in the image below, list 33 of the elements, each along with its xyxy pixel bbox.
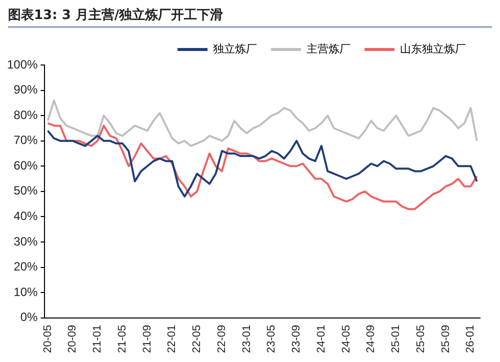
x-tick-label: 24-01: [315, 324, 328, 354]
x-tick-label: 21-09: [141, 324, 154, 354]
x-tick-label: 22-01: [166, 324, 178, 354]
x-tick-label: 25-09: [440, 324, 452, 354]
y-tick-label: 60%: [14, 158, 38, 172]
y-tick-label: 100%: [6, 57, 38, 72]
x-tick-label: 23-05: [266, 324, 278, 354]
x-tick-label: 22-05: [191, 324, 204, 354]
legend-label: 独立炼厂: [213, 42, 257, 56]
x-tick-label: 23-01: [240, 324, 253, 354]
y-tick-label: 70%: [14, 133, 38, 148]
x-tick-label: 25-01: [390, 324, 402, 354]
y-tick-label: 50%: [14, 184, 38, 198]
x-tick-label: 20-05: [42, 324, 54, 354]
y-tick-label: 0%: [20, 310, 38, 324]
y-tick-label: 90%: [14, 82, 38, 97]
x-tick-label: 21-05: [116, 324, 128, 354]
chart-title: 图表13: 3 月主营/独立炼厂开工下滑: [8, 6, 224, 24]
y-tick-label: 30%: [14, 234, 38, 248]
y-tick-label: 40%: [14, 209, 38, 224]
x-tick-label: 20-09: [66, 324, 79, 354]
x-tick-label: 21-01: [92, 324, 104, 354]
x-tick-label: 25-05: [414, 324, 427, 354]
x-tick-label: 24-05: [340, 324, 352, 354]
legend-label: 主营炼厂: [306, 42, 350, 56]
y-tick-label: 20%: [14, 260, 38, 274]
y-tick-label: 80%: [14, 108, 38, 122]
x-tick-label: 23-09: [290, 324, 303, 354]
x-tick-label: 26-01: [464, 324, 477, 354]
x-tick-label: 22-09: [216, 324, 228, 354]
y-tick-label: 10%: [14, 284, 38, 299]
legend-label: 山东独立炼厂: [400, 42, 466, 56]
x-tick-label: 24-09: [365, 324, 378, 354]
